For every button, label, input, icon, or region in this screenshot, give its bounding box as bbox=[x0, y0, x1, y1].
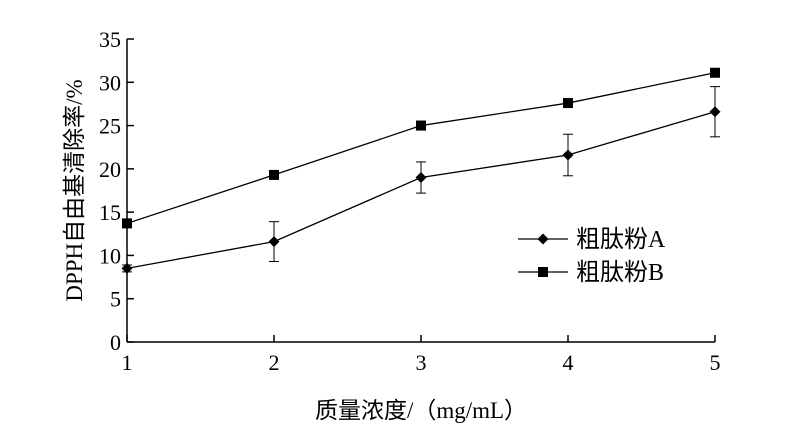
legend-label: 粗肽粉A bbox=[576, 226, 666, 253]
legend-marker bbox=[538, 267, 548, 277]
x-tick-label: 3 bbox=[416, 350, 427, 375]
data-point bbox=[415, 172, 427, 184]
data-point bbox=[563, 98, 573, 109]
series-line bbox=[126, 72, 716, 225]
data-point bbox=[268, 236, 280, 248]
y-tick-label: 35 bbox=[99, 27, 121, 52]
x-axis-title: 质量浓度/（mg/mL） bbox=[315, 398, 527, 423]
data-point bbox=[562, 149, 574, 161]
y-tick-label: 20 bbox=[99, 157, 121, 182]
legend-item-1: 粗肽粉A bbox=[518, 226, 666, 253]
x-tick-label: 5 bbox=[710, 350, 721, 375]
y-tick-label: 15 bbox=[99, 200, 121, 225]
legend-label: 粗肽粉B bbox=[576, 259, 664, 286]
legend: 粗肽粉A 粗肽粉B bbox=[518, 226, 666, 286]
y-tick-label: 0 bbox=[110, 330, 121, 355]
data-point bbox=[122, 218, 132, 229]
legend-marker bbox=[537, 233, 549, 245]
data-point bbox=[121, 262, 133, 274]
legend-item-2: 粗肽粉B bbox=[518, 259, 664, 286]
axes: 0 5 10 15 20 25 30 35 1 2 3 4 5 bbox=[99, 27, 721, 375]
data-point bbox=[709, 106, 721, 118]
data-point bbox=[416, 120, 426, 131]
y-tick-label: 25 bbox=[99, 114, 121, 139]
y-axis-title: DPPH自由基清除率/% bbox=[62, 79, 87, 301]
y-tick-label: 30 bbox=[99, 70, 121, 95]
series-layer bbox=[121, 67, 721, 274]
series-2 bbox=[122, 67, 720, 229]
y-tick-label: 10 bbox=[99, 243, 121, 268]
x-tick-label: 1 bbox=[122, 350, 133, 375]
x-tick-label: 2 bbox=[269, 350, 280, 375]
y-tick-label: 5 bbox=[110, 287, 121, 312]
x-tick-label: 4 bbox=[563, 350, 574, 375]
series-1 bbox=[121, 86, 721, 274]
data-point bbox=[710, 67, 720, 78]
data-point bbox=[269, 169, 279, 180]
